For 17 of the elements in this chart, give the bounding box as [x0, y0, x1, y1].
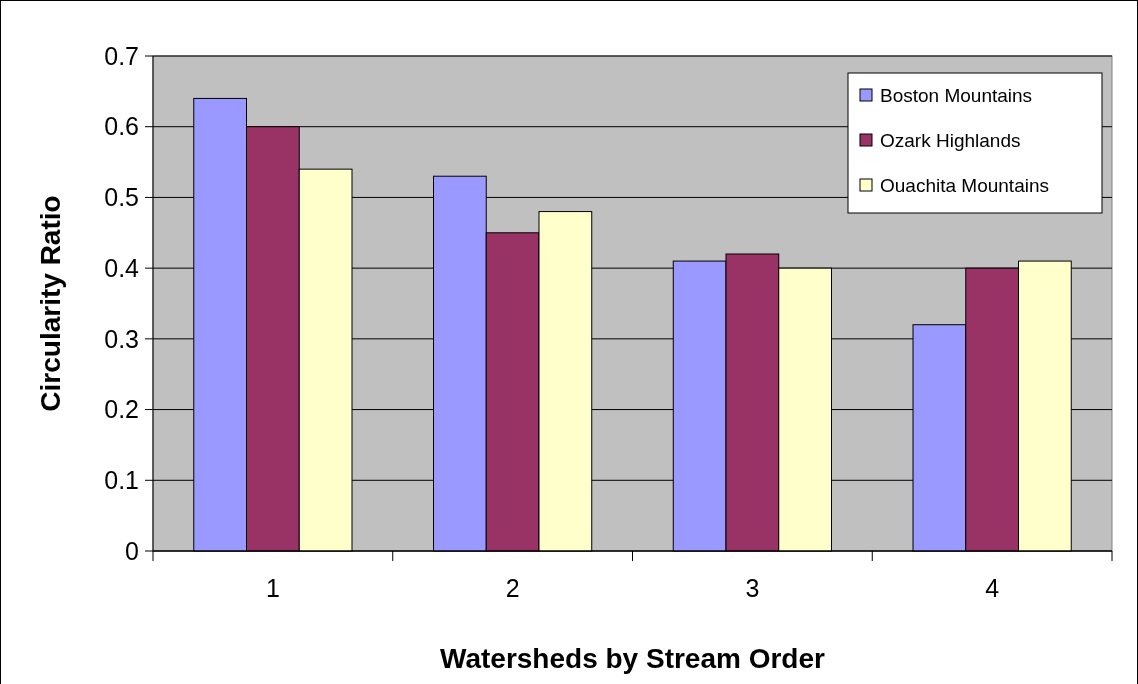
y-tick-label: 0.5	[104, 183, 139, 212]
legend-label: Ouachita Mountains	[880, 175, 1049, 196]
y-tick-label: 0.4	[104, 253, 140, 282]
x-tick-label: 1	[265, 574, 280, 602]
y-axis-title: Circularity Ratio	[35, 195, 66, 412]
x-tick-label: 2	[505, 574, 520, 602]
y-tick-label: 0.2	[104, 395, 139, 424]
x-tick-label: 3	[745, 574, 760, 602]
y-tick-label: 0.7	[104, 41, 139, 70]
x-tick-label: 4	[985, 574, 1000, 602]
x-axis-title: Watersheds by Stream Order	[440, 643, 826, 674]
y-tick-label: 0.6	[104, 112, 139, 141]
y-tick-label: 0.3	[104, 324, 139, 353]
y-tick-label: 0.1	[104, 466, 139, 495]
legend-label: Boston Mountains	[880, 85, 1033, 106]
y-tick-label: 0	[125, 536, 139, 565]
legend-label: Ozark Highlands	[880, 130, 1021, 151]
